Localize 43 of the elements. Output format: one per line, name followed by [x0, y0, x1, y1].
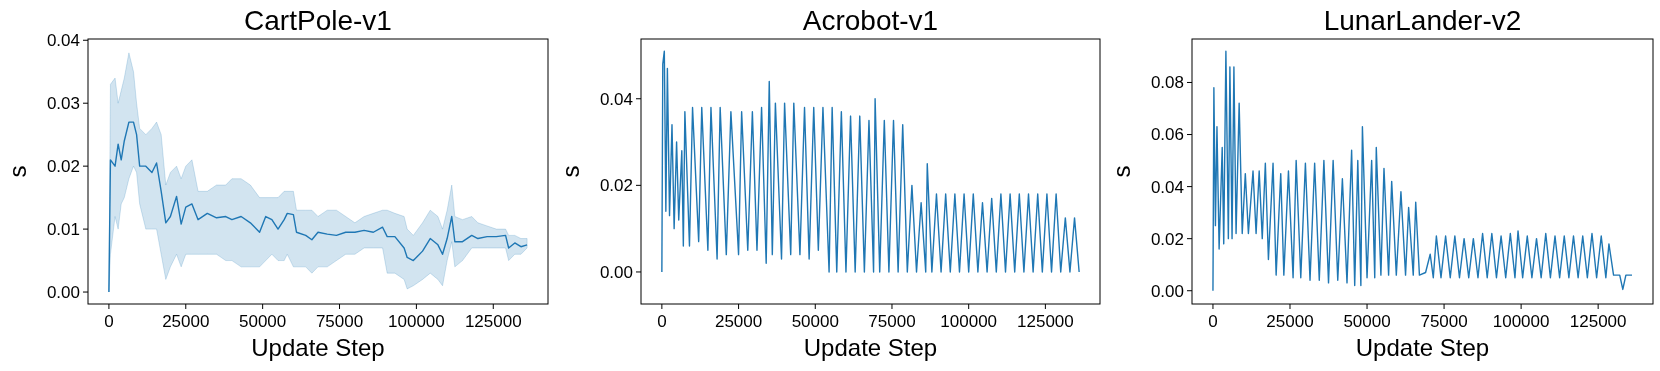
x-tick-label: 125000: [464, 312, 522, 331]
x-tick-label: 25000: [714, 312, 763, 331]
x-tick-label: 75000: [1420, 312, 1468, 331]
y-tick-label: 0.01: [46, 220, 80, 240]
x-axis-title: Update Step: [803, 334, 938, 361]
y-tick-label: 0.02: [599, 176, 633, 196]
x-tick-label: 100000: [1492, 312, 1550, 331]
y-tick-label: 0.02: [1150, 229, 1184, 249]
y-axis-title: s: [4, 165, 31, 178]
y-tick-label: 0.03: [46, 94, 80, 114]
y-tick-label: 0.04: [1150, 177, 1184, 197]
x-tick-label: 50000: [1343, 312, 1391, 331]
x-tick-label: 25000: [162, 312, 210, 331]
x-tick-label: 50000: [239, 312, 287, 331]
y-tick-label: 0.08: [1150, 73, 1184, 93]
y-tick-label: 0.00: [599, 262, 633, 282]
x-tick-label: 75000: [315, 312, 364, 331]
x-tick-label: 0: [1208, 312, 1218, 331]
x-tick-label: 75000: [868, 312, 916, 331]
x-tick-label: 125000: [1569, 312, 1627, 331]
x-tick-label: 50000: [791, 312, 839, 331]
y-tick-label: 0.00: [46, 282, 80, 302]
x-axis-title: Update Step: [251, 334, 385, 361]
x-tick-label: 100000: [940, 312, 998, 331]
x-axis-title: Update Step: [1355, 334, 1490, 361]
chart-title: CartPole-v1: [244, 5, 392, 36]
x-tick-label: 125000: [1017, 312, 1074, 331]
x-tick-label: 100000: [388, 312, 445, 331]
y-tick-label: 0.00: [1150, 281, 1184, 301]
x-tick-label: 25000: [1266, 312, 1314, 331]
y-axis-title: s: [1108, 165, 1135, 178]
y-tick-label: 0.04: [599, 89, 633, 109]
x-tick-label: 0: [104, 312, 114, 331]
y-tick-label: 0.06: [1150, 125, 1184, 145]
chart-title: LunarLander-v2: [1323, 5, 1522, 36]
y-axis-title: s: [557, 165, 584, 178]
y-tick-label: 0.02: [46, 157, 80, 177]
line-series: [1212, 50, 1633, 292]
y-tick-label: 0.04: [46, 31, 80, 51]
line-series: [108, 121, 528, 293]
line-series: [661, 50, 1080, 273]
chart-title: Acrobot-v1: [802, 5, 939, 36]
x-tick-label: 0: [657, 312, 667, 331]
